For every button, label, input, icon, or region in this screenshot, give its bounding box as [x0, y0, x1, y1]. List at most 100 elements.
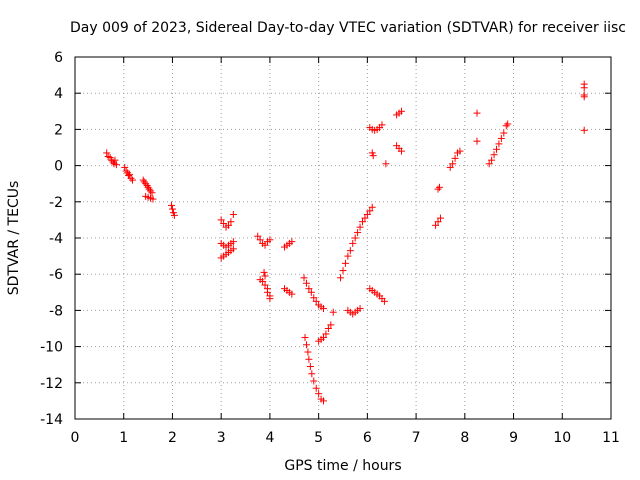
- x-tick-label: 3: [217, 430, 226, 446]
- data-point: [306, 363, 314, 371]
- data-point: [500, 129, 508, 137]
- data-point: [490, 151, 498, 159]
- data-point: [112, 161, 120, 169]
- data-point: [502, 122, 510, 130]
- data-point: [304, 348, 312, 356]
- data-point: [344, 252, 352, 260]
- data-point: [145, 185, 153, 193]
- x-tick-label: 0: [71, 430, 80, 446]
- y-tick-label: -14: [40, 412, 63, 428]
- data-point: [432, 221, 440, 229]
- data-point: [497, 134, 505, 142]
- data-point: [349, 239, 357, 247]
- data-point: [128, 176, 136, 184]
- y-tick-label: -10: [40, 340, 63, 356]
- data-point: [495, 140, 503, 148]
- y-tick-label: 0: [54, 159, 63, 175]
- data-point: [320, 305, 328, 313]
- x-tick-label: 5: [314, 430, 323, 446]
- y-axis-label: SDTVAR / TECUs: [6, 181, 22, 296]
- data-point: [142, 180, 150, 188]
- data-point: [254, 232, 262, 240]
- data-point: [288, 290, 296, 298]
- data-point: [312, 384, 320, 392]
- data-point: [312, 297, 320, 305]
- x-tick-label: 9: [509, 430, 518, 446]
- data-point: [346, 247, 354, 255]
- data-point: [217, 216, 225, 224]
- data-point: [149, 195, 157, 203]
- data-point: [380, 297, 388, 305]
- data-point: [580, 84, 588, 92]
- data-point: [302, 279, 310, 287]
- data-point: [397, 107, 405, 115]
- y-tick-label: 6: [54, 50, 63, 66]
- y-tick-label: 2: [54, 122, 63, 138]
- data-point: [356, 305, 364, 313]
- data-point: [369, 152, 377, 160]
- y-tick-label: -6: [49, 267, 63, 283]
- data-point: [436, 214, 444, 222]
- data-point: [324, 325, 332, 332]
- data-point: [434, 218, 442, 226]
- y-tick-label: -8: [49, 303, 63, 319]
- data-point: [305, 285, 313, 293]
- data-point: [220, 220, 228, 228]
- data-point: [504, 120, 512, 128]
- data-point: [307, 288, 315, 296]
- data-point: [143, 182, 151, 190]
- data-point: [368, 203, 376, 211]
- data-point: [227, 218, 235, 226]
- data-point: [104, 153, 112, 161]
- x-tick-label: 8: [460, 430, 469, 446]
- data-point: [363, 210, 371, 218]
- y-tick-label: -4: [49, 231, 63, 247]
- data-point: [449, 160, 457, 168]
- data-point: [122, 167, 130, 175]
- data-point: [229, 238, 237, 246]
- ticks: 0 1 2 3 4 5 6 7 8 9 10 11 -14 -12 -10 -8 -6 -4 -2 0 2 4 6: [40, 50, 620, 446]
- data-point: [302, 341, 310, 349]
- x-axis-label: GPS time / hours: [284, 458, 401, 474]
- x-tick-label: 2: [168, 430, 177, 446]
- data-point: [320, 397, 328, 405]
- data-points: [103, 80, 588, 405]
- x-tick-label: 1: [119, 430, 128, 446]
- data-point: [111, 156, 119, 164]
- data-point: [140, 178, 148, 186]
- data-point: [103, 149, 111, 157]
- data-point: [127, 174, 135, 182]
- data-point: [315, 390, 323, 398]
- data-point: [351, 234, 359, 242]
- data-point: [256, 236, 264, 244]
- data-point: [310, 377, 318, 385]
- y-tick-label: 4: [54, 86, 63, 102]
- y-tick-label: -2: [49, 195, 63, 211]
- data-point: [356, 223, 364, 231]
- data-point: [168, 205, 176, 213]
- data-point: [327, 321, 335, 329]
- data-point: [382, 160, 390, 168]
- data-point: [121, 163, 129, 171]
- data-point: [301, 334, 309, 342]
- data-point: [341, 259, 349, 267]
- data-point: [266, 236, 274, 244]
- plot-frame: [74, 56, 612, 420]
- data-point: [329, 308, 337, 316]
- data-point: [354, 229, 362, 237]
- data-point: [139, 176, 147, 184]
- data-point: [358, 218, 366, 226]
- x-tick-label: 4: [265, 430, 274, 446]
- data-point: [337, 274, 345, 282]
- data-point: [492, 145, 500, 153]
- data-point: [485, 160, 493, 168]
- data-point: [456, 147, 464, 155]
- chart-title: Day 009 of 2023, Sidereal Day-to-day VTE…: [70, 20, 626, 36]
- grid: [75, 57, 611, 419]
- data-point: [580, 93, 588, 101]
- data-point: [580, 126, 588, 134]
- data-point: [322, 330, 330, 338]
- data-point: [366, 207, 374, 215]
- data-point: [229, 210, 237, 218]
